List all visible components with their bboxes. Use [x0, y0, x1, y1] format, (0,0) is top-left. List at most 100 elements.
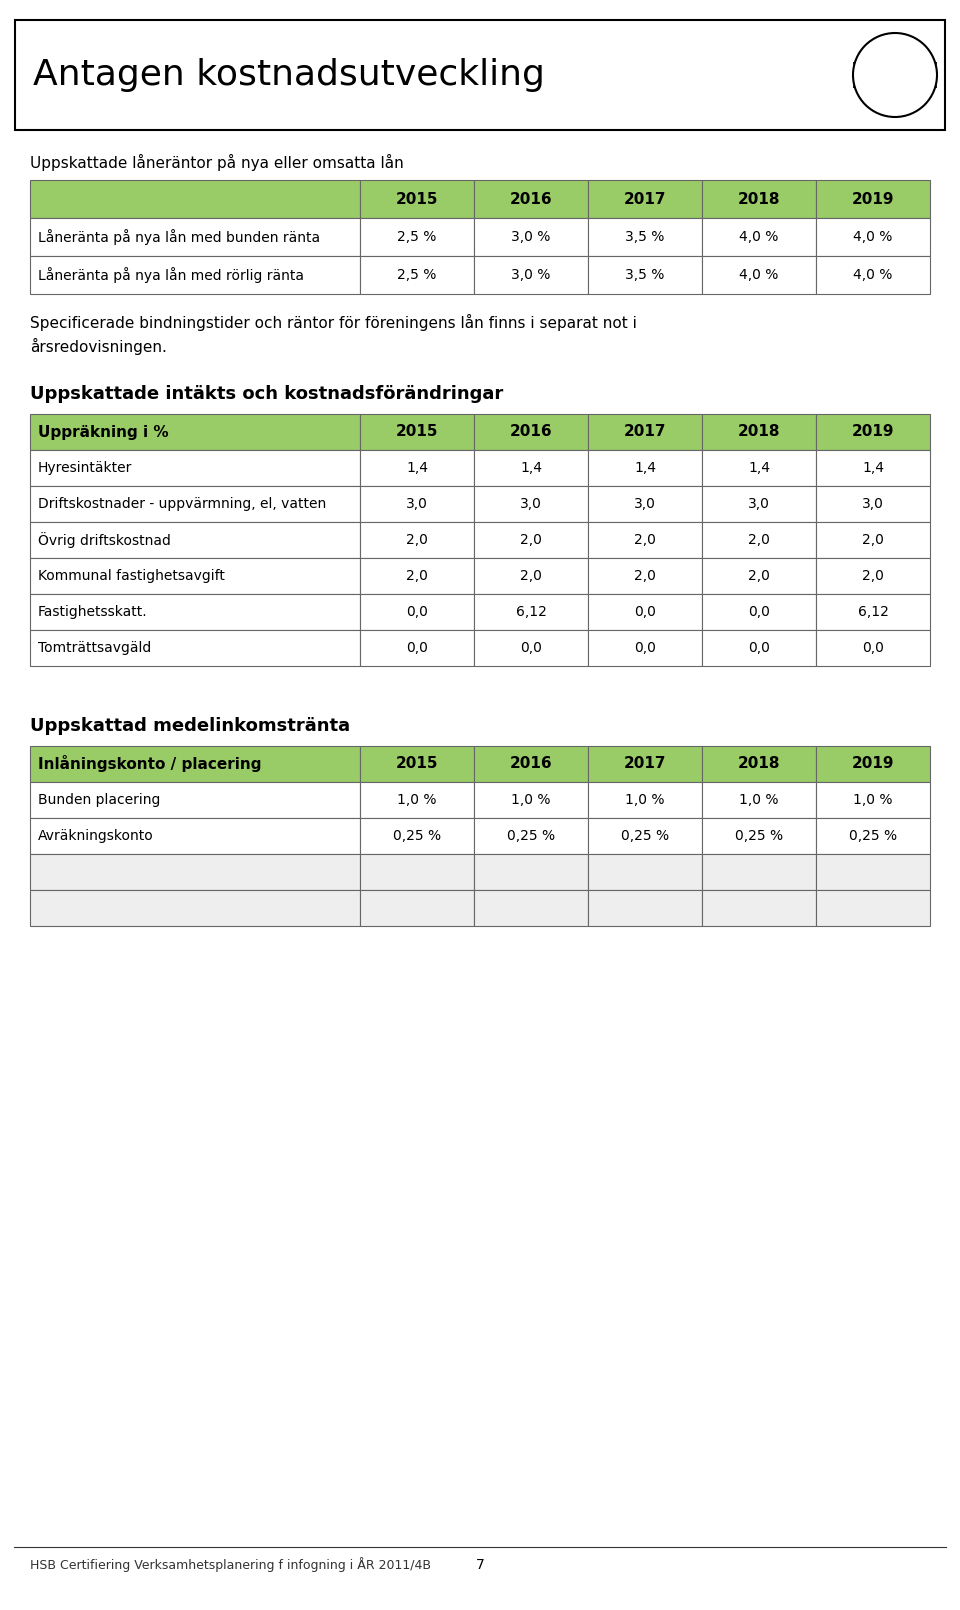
Bar — [474, 630, 588, 667]
Bar — [816, 180, 930, 217]
Bar — [588, 486, 702, 522]
Text: 2,5 %: 2,5 % — [397, 267, 437, 282]
Bar — [30, 522, 360, 559]
Bar — [816, 414, 930, 451]
Text: 3,0: 3,0 — [748, 497, 770, 510]
Text: Avräkningskonto: Avräkningskonto — [38, 829, 154, 844]
Text: 2,0: 2,0 — [406, 568, 428, 583]
Text: 4,0 %: 4,0 % — [739, 230, 779, 245]
Text: 2018: 2018 — [737, 425, 780, 440]
Text: 2015: 2015 — [396, 757, 439, 771]
Bar — [702, 559, 816, 594]
Text: 0,0: 0,0 — [406, 641, 428, 655]
Text: 2,0: 2,0 — [862, 533, 884, 547]
Bar — [360, 217, 474, 256]
Bar — [360, 630, 474, 667]
Bar — [816, 890, 930, 926]
Text: 0,0: 0,0 — [748, 605, 770, 618]
Bar — [30, 180, 360, 217]
Bar — [474, 890, 588, 926]
Bar — [360, 818, 474, 853]
Bar — [30, 818, 360, 853]
Text: Uppskattade intäkts och kostnadsförändringar: Uppskattade intäkts och kostnadsförändri… — [30, 385, 503, 402]
Bar — [30, 451, 360, 486]
Text: 3,0: 3,0 — [634, 497, 656, 510]
Text: 1,4: 1,4 — [634, 460, 656, 475]
Text: Låneränta på nya lån med rörlig ränta: Låneränta på nya lån med rörlig ränta — [38, 267, 304, 283]
Text: 0,25 %: 0,25 % — [507, 829, 555, 844]
Text: 2,5 %: 2,5 % — [397, 230, 437, 245]
Text: 0,25 %: 0,25 % — [393, 829, 441, 844]
Text: Övrig driftskostnad: Övrig driftskostnad — [38, 531, 171, 547]
Bar — [360, 890, 474, 926]
Text: 3,0: 3,0 — [406, 497, 428, 510]
Bar — [360, 414, 474, 451]
Bar — [588, 745, 702, 782]
Bar — [30, 594, 360, 630]
Text: Uppräkning i %: Uppräkning i % — [38, 425, 169, 440]
Bar — [588, 451, 702, 486]
Bar — [702, 256, 816, 295]
Text: 1,0 %: 1,0 % — [739, 794, 779, 807]
Bar — [816, 594, 930, 630]
Text: Kommunal fastighetsavgift: Kommunal fastighetsavgift — [38, 568, 225, 583]
Text: 6,12: 6,12 — [857, 605, 888, 618]
Text: 2,0: 2,0 — [520, 568, 542, 583]
Text: 4,0 %: 4,0 % — [853, 267, 893, 282]
Bar — [474, 782, 588, 818]
Text: 2,0: 2,0 — [634, 568, 656, 583]
Bar — [702, 890, 816, 926]
Text: 0,25 %: 0,25 % — [621, 829, 669, 844]
Bar — [816, 853, 930, 890]
Bar — [588, 853, 702, 890]
Bar — [588, 256, 702, 295]
Text: 2016: 2016 — [510, 425, 552, 440]
Bar — [30, 256, 360, 295]
Bar — [474, 256, 588, 295]
Bar — [30, 853, 360, 890]
Bar — [588, 890, 702, 926]
Bar — [360, 782, 474, 818]
Text: 2,0: 2,0 — [748, 533, 770, 547]
Text: Hyresintäkter: Hyresintäkter — [38, 460, 132, 475]
Bar — [702, 594, 816, 630]
Text: 0,0: 0,0 — [634, 605, 656, 618]
Bar — [474, 559, 588, 594]
Bar — [30, 559, 360, 594]
Bar — [360, 522, 474, 559]
Text: Uppskattade låneräntor på nya eller omsatta lån: Uppskattade låneräntor på nya eller omsa… — [30, 153, 404, 171]
Text: 2,0: 2,0 — [862, 568, 884, 583]
Text: Låneränta på nya lån med bunden ränta: Låneränta på nya lån med bunden ränta — [38, 229, 320, 245]
Bar — [816, 782, 930, 818]
Bar — [816, 522, 930, 559]
Text: Antagen kostnadsutveckling: Antagen kostnadsutveckling — [33, 58, 545, 92]
Bar — [588, 782, 702, 818]
Bar — [360, 853, 474, 890]
Bar — [702, 818, 816, 853]
Bar — [474, 818, 588, 853]
Bar — [816, 486, 930, 522]
Text: 2016: 2016 — [510, 757, 552, 771]
Bar — [360, 745, 474, 782]
Text: 0,0: 0,0 — [634, 641, 656, 655]
Text: 1,0 %: 1,0 % — [397, 794, 437, 807]
Bar — [360, 451, 474, 486]
Text: 1,0 %: 1,0 % — [625, 794, 664, 807]
Bar — [702, 414, 816, 451]
Bar — [702, 217, 816, 256]
Bar — [474, 745, 588, 782]
Bar — [360, 256, 474, 295]
Text: årsredovisningen.: årsredovisningen. — [30, 338, 167, 354]
Text: 2,0: 2,0 — [406, 533, 428, 547]
Bar — [30, 217, 360, 256]
Bar — [474, 180, 588, 217]
Text: 2018: 2018 — [737, 757, 780, 771]
Text: 2,0: 2,0 — [520, 533, 542, 547]
Text: Tomträttsavgäld: Tomträttsavgäld — [38, 641, 152, 655]
Bar — [30, 486, 360, 522]
Text: 3,5 %: 3,5 % — [625, 230, 664, 245]
Text: 3,0 %: 3,0 % — [512, 230, 551, 245]
Bar — [588, 414, 702, 451]
Bar — [30, 890, 360, 926]
Bar — [474, 594, 588, 630]
